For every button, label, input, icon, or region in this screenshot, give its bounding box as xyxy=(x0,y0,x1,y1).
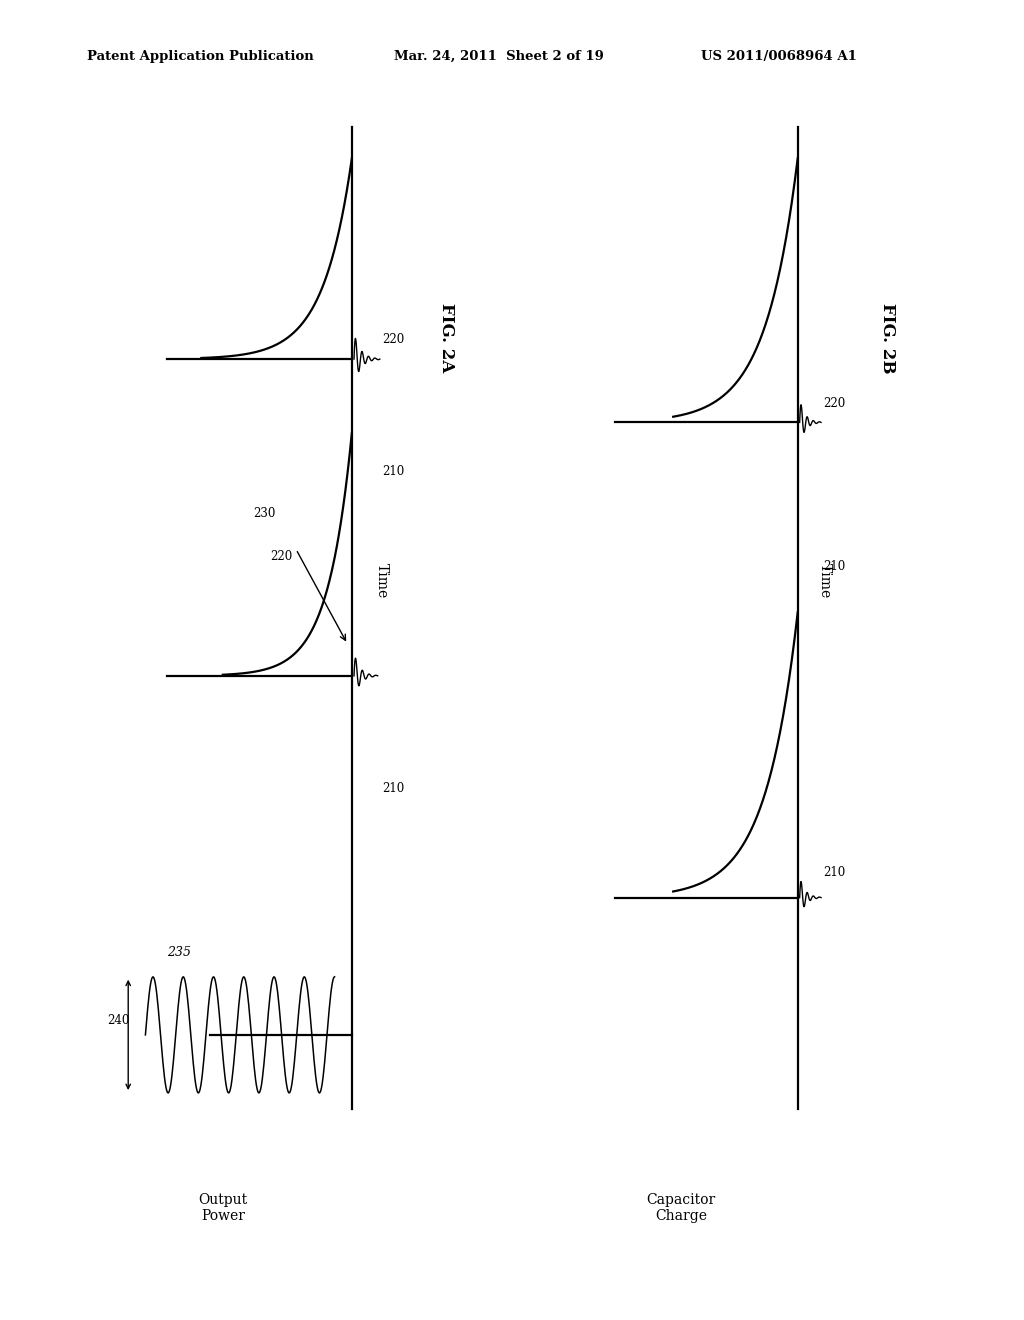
Text: 210: 210 xyxy=(382,781,404,795)
Text: Time: Time xyxy=(375,564,389,598)
Text: 235: 235 xyxy=(167,945,190,958)
Text: 220: 220 xyxy=(382,333,404,346)
Text: 230: 230 xyxy=(253,507,275,520)
Text: Capacitor
Charge: Capacitor Charge xyxy=(646,1193,716,1224)
Text: Mar. 24, 2011  Sheet 2 of 19: Mar. 24, 2011 Sheet 2 of 19 xyxy=(394,50,604,63)
Text: 210: 210 xyxy=(823,560,845,573)
Text: 220: 220 xyxy=(823,396,845,409)
Text: 240: 240 xyxy=(106,1014,129,1027)
Text: Patent Application Publication: Patent Application Publication xyxy=(87,50,313,63)
Text: Time: Time xyxy=(818,564,831,598)
Text: 210: 210 xyxy=(382,465,404,478)
Text: 210: 210 xyxy=(823,866,845,879)
Text: US 2011/0068964 A1: US 2011/0068964 A1 xyxy=(701,50,857,63)
Text: Output
Power: Output Power xyxy=(199,1193,248,1224)
Text: 220: 220 xyxy=(270,549,293,562)
Text: FIG. 2A: FIG. 2A xyxy=(438,304,455,372)
Text: FIG. 2B: FIG. 2B xyxy=(879,302,896,374)
